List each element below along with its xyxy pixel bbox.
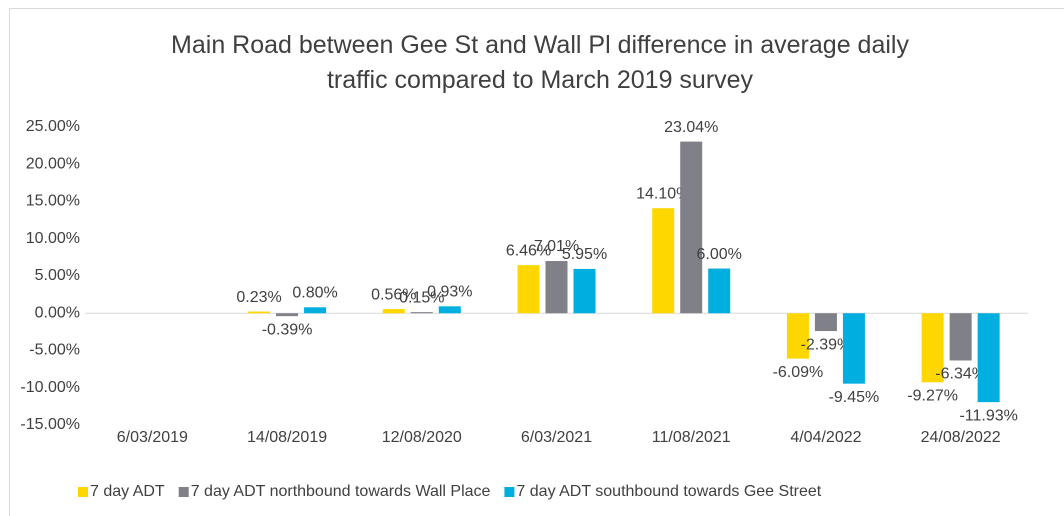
y-tick-label: -15.00% (20, 416, 80, 433)
chart-title: Main Road between Gee St and Wall Pl dif… (171, 31, 909, 94)
bar (304, 307, 327, 314)
y-tick-label: 25.00% (26, 118, 80, 135)
x-tick-label: 11/08/2021 (652, 429, 731, 446)
data-label: 6.00% (697, 246, 742, 263)
bar (977, 313, 1000, 403)
bar (410, 312, 433, 314)
y-tick-label: 20.00% (26, 155, 80, 172)
data-label: -6.34% (935, 366, 986, 383)
legend-label: 7 day ADT northbound towards Wall Place (191, 483, 491, 500)
y-tick-label: -5.00% (29, 342, 80, 359)
bar (276, 313, 299, 317)
y-tick-label: 5.00% (35, 267, 80, 284)
bar (708, 268, 731, 314)
bar (438, 306, 461, 314)
bar (382, 309, 405, 314)
data-label: 5.95% (562, 246, 607, 263)
bar (842, 313, 865, 384)
bar (545, 261, 568, 314)
data-label: 0.80% (292, 285, 337, 302)
x-tick-label: 24/08/2022 (921, 429, 1001, 446)
y-tick-label: -10.00% (20, 379, 80, 396)
legend-swatch (178, 487, 189, 497)
data-label: 0.56% (371, 286, 416, 303)
data-label: 6.46% (506, 242, 551, 259)
data-label: 23.04% (664, 119, 718, 136)
bar (680, 141, 703, 314)
y-tick-label: 10.00% (26, 230, 80, 247)
y-tick-label: 15.00% (26, 193, 80, 210)
x-tick-label: 14/08/2019 (247, 429, 327, 446)
data-label: -0.39% (262, 321, 313, 338)
y-tick-label: 0.00% (35, 304, 80, 321)
data-label: -2.39% (801, 336, 852, 353)
legend-swatch (78, 487, 88, 497)
x-tick-label: 12/08/2020 (382, 429, 462, 446)
data-label: -9.27% (907, 388, 958, 405)
data-label: 0.23% (236, 289, 281, 306)
data-label: 0.15% (399, 289, 444, 306)
data-label: -9.45% (829, 389, 880, 406)
x-tick-label: 4/04/2022 (790, 429, 861, 446)
data-label: 7.01% (534, 238, 579, 255)
x-tick-label: 6/03/2021 (521, 429, 592, 446)
x-tick-label: 6/03/2019 (117, 429, 188, 446)
bar (921, 313, 944, 383)
bar (517, 265, 540, 314)
bar (814, 313, 837, 332)
data-label: -11.93% (959, 407, 1017, 424)
bar (573, 268, 596, 314)
bar (949, 313, 972, 361)
chart-border (9, 8, 1064, 516)
legend-swatch (504, 487, 515, 497)
bar (248, 311, 271, 314)
legend-label: 7 day ADT southbound towards Gee Street (516, 483, 821, 500)
data-label: 0.93% (427, 284, 472, 301)
legend-label: 7 day ADT (90, 483, 165, 500)
data-label: 14.10% (636, 185, 690, 202)
bar (652, 208, 675, 314)
data-label: -6.09% (773, 364, 824, 381)
bar (786, 313, 809, 359)
